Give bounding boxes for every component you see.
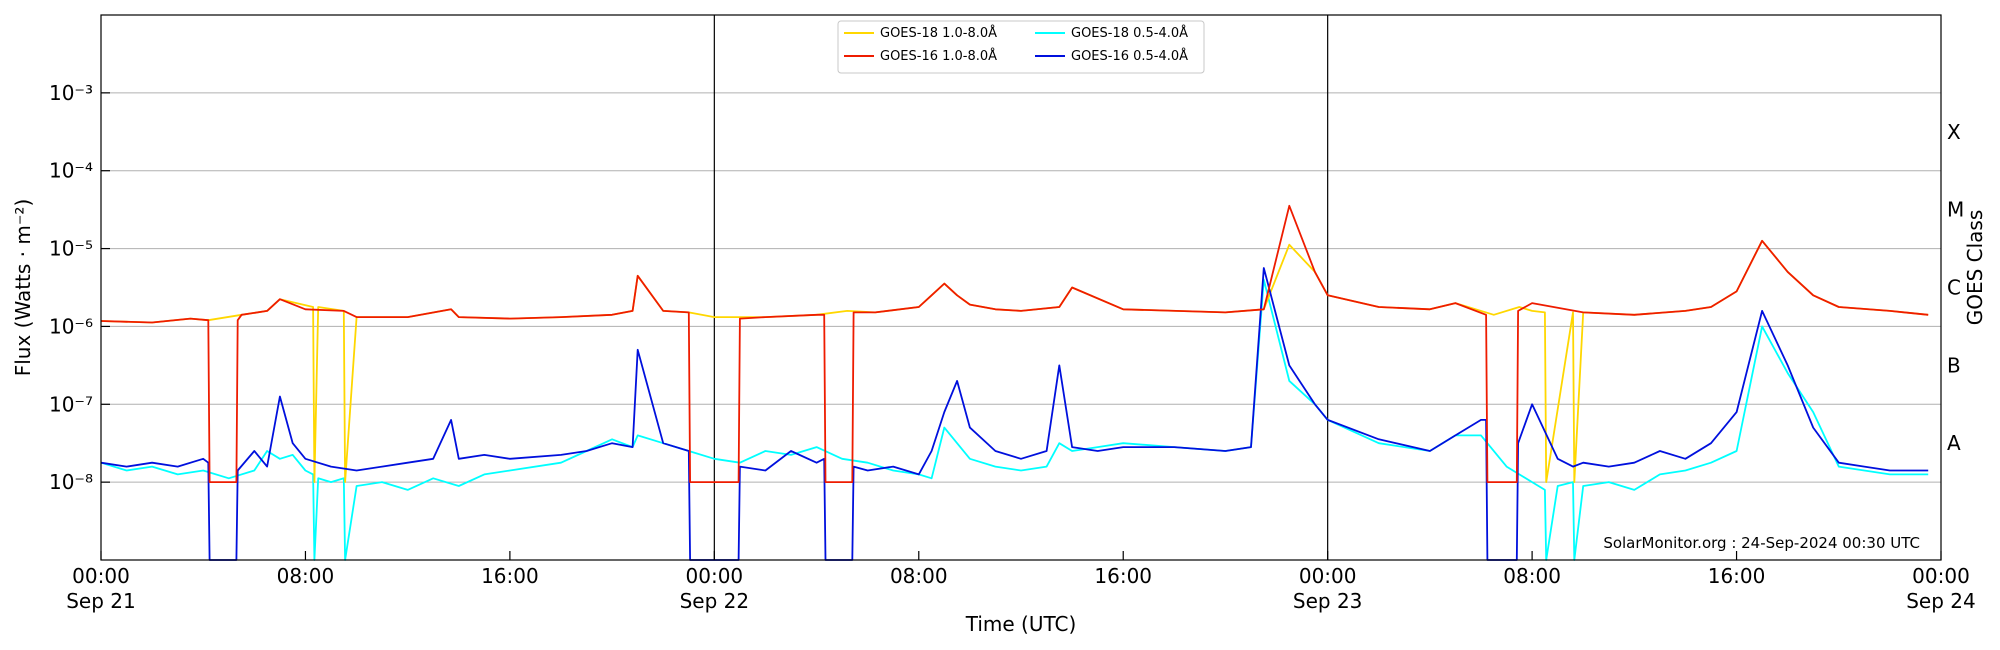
y-tick-label: 10⁻⁷ — [49, 392, 93, 416]
x-tick-time: 16:00 — [481, 564, 539, 588]
x-tick-time: 08:00 — [277, 564, 335, 588]
y-tick-label: 10⁻⁸ — [49, 470, 93, 494]
goes-class-label: A — [1947, 431, 1961, 455]
x-tick-time: 16:00 — [1094, 564, 1152, 588]
series-line-1 — [100, 204, 1929, 484]
x-tick-time: 00:00 — [1912, 564, 1970, 588]
x-tick-time: 08:00 — [1503, 564, 1561, 588]
y-axis-title: Flux (Watts · m⁻²) — [11, 199, 35, 377]
series-line-2 — [100, 278, 1929, 561]
goes-class-label: M — [1947, 198, 1964, 222]
series-line-3 — [100, 267, 1929, 561]
goes-class-label: B — [1947, 353, 1961, 377]
x-tick-time: 08:00 — [890, 564, 948, 588]
goes-class-label: X — [1947, 120, 1961, 144]
legend-box — [837, 20, 1205, 74]
x-tick-time: 00:00 — [686, 564, 744, 588]
legend-entry: GOES-16 0.5-4.0Å — [1071, 48, 1188, 64]
x-axis-title: Time (UTC) — [965, 612, 1077, 636]
credit-text: SolarMonitor.org : 24-Sep-2024 00:30 UTC — [1603, 534, 1920, 552]
legend-entry: GOES-16 1.0-8.0Å — [880, 48, 997, 64]
x-tick-time: 00:00 — [72, 564, 130, 588]
x-tick-date: Sep 24 — [1906, 589, 1976, 613]
legend-entry: GOES-18 0.5-4.0Å — [1071, 25, 1188, 41]
x-tick-date: Sep 21 — [66, 589, 136, 613]
x-tick-date: Sep 23 — [1293, 589, 1363, 613]
y-tick-label: 10⁻³ — [49, 81, 93, 105]
x-tick-time: 16:00 — [1708, 564, 1766, 588]
x-tick-date: Sep 22 — [680, 589, 750, 613]
series-lines — [100, 204, 1929, 561]
day-dividers — [713, 15, 1329, 560]
y-tick-label: 10⁻⁵ — [49, 237, 93, 261]
goes-class-labels: A B C M X — [1947, 120, 1964, 455]
series-line-0 — [100, 239, 1929, 484]
legend-entry: GOES-18 1.0-8.0Å — [880, 25, 997, 41]
y-tick-label: 10⁻⁶ — [49, 314, 93, 338]
horizontal-grid — [101, 92, 1941, 483]
goes-class-label: C — [1947, 276, 1961, 300]
legend: GOES-18 1.0-8.0Å GOES-18 0.5-4.0Å GOES-16 … — [837, 20, 1205, 74]
y2-axis-title: GOES Class — [1963, 210, 1987, 326]
y-tick-label: 10⁻⁴ — [49, 159, 93, 183]
plot-frame — [100, 14, 1942, 561]
x-tick-time: 00:00 — [1299, 564, 1357, 588]
